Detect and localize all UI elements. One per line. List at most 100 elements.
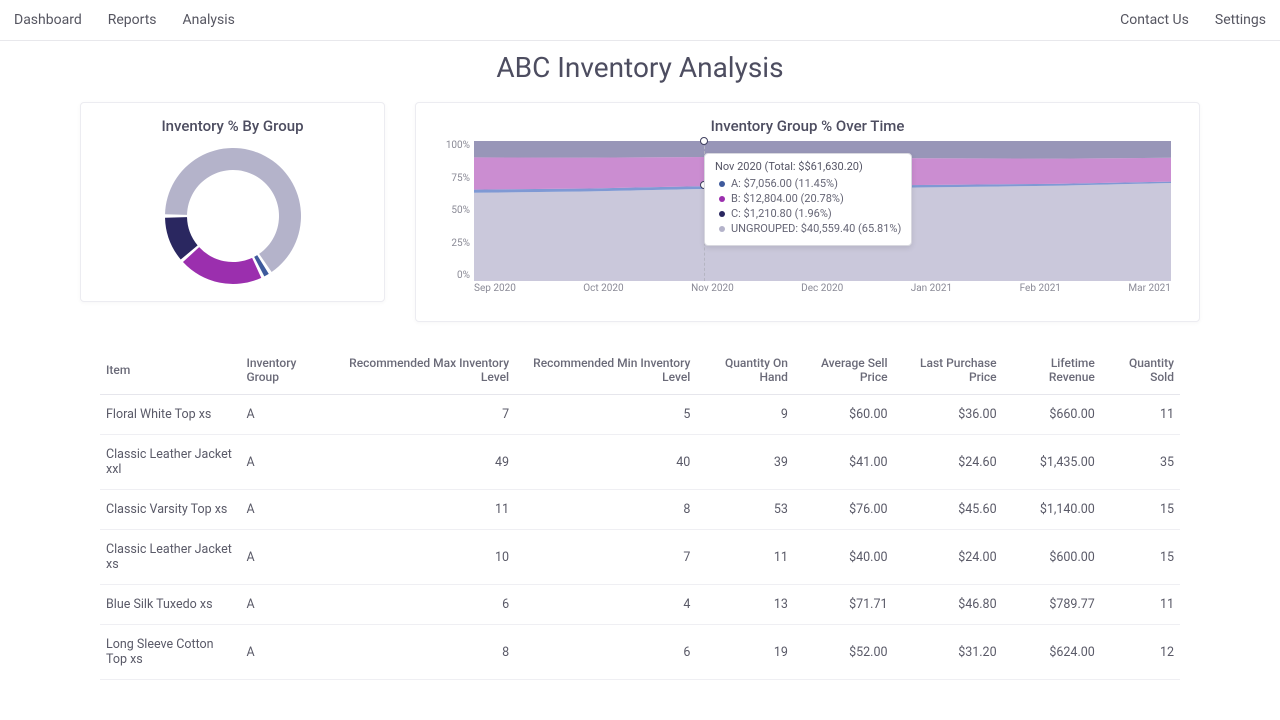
donut-chart[interactable] [158, 141, 308, 291]
tooltip-title: Nov 2020 (Total: $$61,630.20) [715, 160, 901, 173]
cell-min: 7 [515, 530, 696, 585]
cell-qoh: 11 [696, 530, 794, 585]
cell-qoh: 19 [696, 625, 794, 680]
x-tick: Oct 2020 [583, 283, 623, 301]
y-tick: 75% [434, 174, 470, 184]
cell-qoh: 9 [696, 395, 794, 435]
donut-card: Inventory % By Group [80, 102, 385, 302]
cell-sold: 11 [1101, 585, 1180, 625]
cell-min: 8 [515, 490, 696, 530]
nav-settings[interactable]: Settings [1215, 12, 1266, 28]
donut-wrap [99, 141, 366, 291]
cell-sell: $41.00 [794, 435, 894, 490]
area-card: Inventory Group % Over Time 100% 75% 50%… [415, 102, 1200, 322]
cell-purch: $24.00 [894, 530, 1003, 585]
x-tick: Nov 2020 [691, 283, 734, 301]
cell-min: 5 [515, 395, 696, 435]
col-purch[interactable]: Last Purchase Price [894, 346, 1003, 395]
hover-marker-top [700, 137, 708, 145]
cell-rev: $600.00 [1003, 530, 1101, 585]
cell-sold: 15 [1101, 490, 1180, 530]
cell-sold: 35 [1101, 435, 1180, 490]
cell-item: Classic Leather Jacket xxl [100, 435, 240, 490]
table-row[interactable]: Long Sleeve Cotton Top xsA8619$52.00$31.… [100, 625, 1180, 680]
col-sell[interactable]: Average Sell Price [794, 346, 894, 395]
tooltip-text: C: $1,210.80 (1.96%) [731, 207, 832, 220]
nav-analysis[interactable]: Analysis [183, 12, 235, 28]
chart-tooltip: Nov 2020 (Total: $$61,630.20) A: $7,056.… [704, 153, 912, 246]
col-max[interactable]: Recommended Max Inventory Level [332, 346, 516, 395]
donut-slice[interactable] [182, 247, 260, 284]
cell-max: 49 [332, 435, 516, 490]
col-qoh[interactable]: Quantity On Hand [696, 346, 794, 395]
x-tick: Mar 2021 [1128, 283, 1171, 301]
page-title: ABC Inventory Analysis [0, 51, 1280, 84]
y-tick: 50% [434, 206, 470, 216]
nav-right: Contact Us Settings [1120, 12, 1266, 28]
nav-contact[interactable]: Contact Us [1120, 12, 1189, 28]
col-min[interactable]: Recommended Min Inventory Level [515, 346, 696, 395]
nav-dashboard[interactable]: Dashboard [14, 12, 82, 28]
cell-rev: $660.00 [1003, 395, 1101, 435]
cell-purch: $36.00 [894, 395, 1003, 435]
cell-grp: A [240, 395, 331, 435]
top-navbar: Dashboard Reports Analysis Contact Us Se… [0, 0, 1280, 41]
table-row[interactable]: Blue Silk Tuxedo xsA6413$71.71$46.80$789… [100, 585, 1180, 625]
cell-min: 6 [515, 625, 696, 680]
cell-purch: $45.60 [894, 490, 1003, 530]
tooltip-dot [719, 211, 725, 217]
tooltip-row: UNGROUPED: $40,559.40 (65.81%) [719, 222, 901, 235]
cell-grp: A [240, 585, 331, 625]
table-row[interactable]: Classic Leather Jacket xxlA494039$41.00$… [100, 435, 1180, 490]
cell-grp: A [240, 490, 331, 530]
table-row[interactable]: Floral White Top xsA759$60.00$36.00$660.… [100, 395, 1180, 435]
y-tick: 0% [434, 271, 470, 281]
cell-rev: $1,435.00 [1003, 435, 1101, 490]
cell-min: 4 [515, 585, 696, 625]
cell-purch: $24.60 [894, 435, 1003, 490]
cell-item: Long Sleeve Cotton Top xs [100, 625, 240, 680]
x-tick: Dec 2020 [801, 283, 843, 301]
charts-row: Inventory % By Group Inventory Group % O… [0, 102, 1280, 322]
tooltip-row: B: $12,804.00 (20.78%) [719, 192, 901, 205]
table-row[interactable]: Classic Varsity Top xsA11853$76.00$45.60… [100, 490, 1180, 530]
tooltip-dot [719, 181, 725, 187]
cell-max: 7 [332, 395, 516, 435]
area-title: Inventory Group % Over Time [434, 117, 1181, 135]
col-sold[interactable]: Quantity Sold [1101, 346, 1180, 395]
tooltip-text: UNGROUPED: $40,559.40 (65.81%) [731, 222, 901, 235]
cell-purch: $31.20 [894, 625, 1003, 680]
table-header-row: ItemInventory GroupRecommended Max Inven… [100, 346, 1180, 395]
nav-reports[interactable]: Reports [108, 12, 157, 28]
tooltip-dot [719, 196, 725, 202]
tooltip-text: B: $12,804.00 (20.78%) [731, 192, 844, 205]
y-tick: 25% [434, 239, 470, 249]
table-row[interactable]: Classic Leather Jacket xsA10711$40.00$24… [100, 530, 1180, 585]
donut-title: Inventory % By Group [99, 117, 366, 135]
cell-item: Floral White Top xs [100, 395, 240, 435]
cell-grp: A [240, 625, 331, 680]
cell-purch: $46.80 [894, 585, 1003, 625]
cell-sell: $76.00 [794, 490, 894, 530]
tooltip-row: A: $7,056.00 (11.45%) [719, 177, 901, 190]
tooltip-row: C: $1,210.80 (1.96%) [719, 207, 901, 220]
cell-sell: $52.00 [794, 625, 894, 680]
cell-sold: 15 [1101, 530, 1180, 585]
col-rev[interactable]: Lifetime Revenue [1003, 346, 1101, 395]
cell-max: 11 [332, 490, 516, 530]
cell-sell: $60.00 [794, 395, 894, 435]
cell-rev: $789.77 [1003, 585, 1101, 625]
cell-max: 8 [332, 625, 516, 680]
cell-sell: $40.00 [794, 530, 894, 585]
cell-grp: A [240, 435, 331, 490]
x-tick: Feb 2021 [1020, 283, 1061, 301]
cell-rev: $624.00 [1003, 625, 1101, 680]
col-grp[interactable]: Inventory Group [240, 346, 331, 395]
x-tick: Jan 2021 [911, 283, 952, 301]
col-item[interactable]: Item [100, 346, 240, 395]
x-axis-labels: Sep 2020Oct 2020Nov 2020Dec 2020Jan 2021… [474, 283, 1171, 301]
y-tick: 100% [434, 141, 470, 151]
cell-qoh: 13 [696, 585, 794, 625]
cell-rev: $1,140.00 [1003, 490, 1101, 530]
tooltip-dot [719, 226, 725, 232]
